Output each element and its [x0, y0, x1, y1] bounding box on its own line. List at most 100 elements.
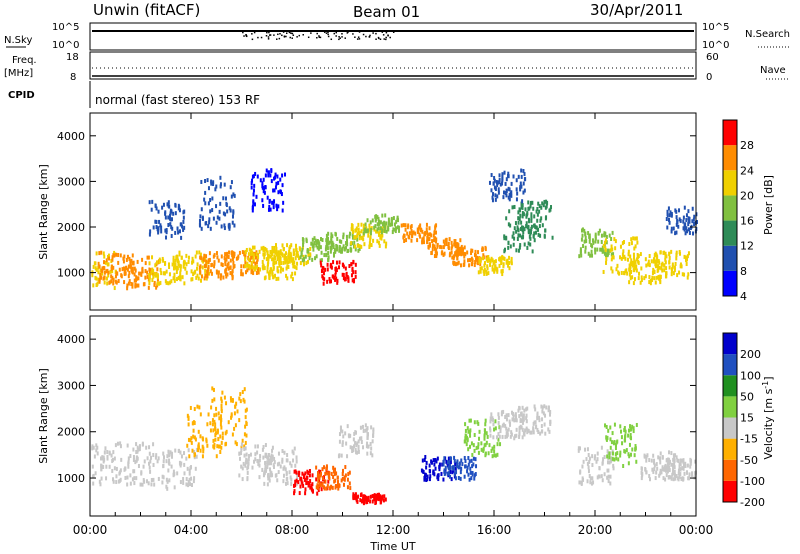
range-gate-cell — [215, 454, 218, 459]
range-gate-cell — [313, 241, 316, 246]
range-gate-cell — [387, 227, 390, 232]
range-gate-cell — [92, 445, 95, 450]
range-gate-cell — [669, 475, 672, 480]
range-gate-cell — [122, 256, 125, 261]
colorbar-segment — [723, 145, 737, 171]
range-gate-cell — [151, 199, 154, 204]
range-gate-cell — [410, 238, 413, 243]
range-gate-cell — [144, 261, 147, 266]
range-gate-cell — [350, 273, 353, 278]
range-gate-cell — [505, 188, 508, 193]
range-gate-cell — [111, 269, 114, 274]
range-gate-cell — [259, 454, 262, 459]
range-gate-cell — [410, 224, 413, 229]
range-gate-cell — [507, 263, 510, 268]
range-gate-cell — [210, 271, 213, 276]
range-gate-cell — [651, 467, 654, 472]
range-gate-cell — [330, 238, 333, 243]
range-gate-cell — [117, 260, 120, 265]
range-gate-cell — [629, 452, 632, 457]
range-gate-cell — [211, 422, 214, 427]
range-gate-cell — [151, 255, 154, 260]
range-gate-cell — [483, 434, 486, 439]
range-gate-cell — [212, 387, 215, 392]
range-gate-cell — [199, 270, 202, 275]
range-gate-cell — [526, 225, 529, 230]
range-gate-cell — [631, 447, 634, 452]
nave-tick-top: 60 — [706, 52, 719, 63]
range-gate-cell — [154, 263, 157, 268]
range-gate-cell — [610, 257, 613, 262]
range-gate-cell — [690, 471, 693, 476]
range-gate-cell — [323, 465, 326, 470]
range-gate-cell — [326, 239, 329, 244]
range-gate-cell — [262, 455, 265, 460]
range-gate-cell — [297, 256, 300, 261]
range-gate-cell — [616, 439, 619, 444]
range-gate-cell — [515, 187, 518, 192]
range-gate-cell — [305, 261, 308, 266]
range-gate-cell — [631, 275, 634, 280]
range-gate-cell — [271, 448, 274, 453]
range-gate-cell — [268, 199, 271, 204]
range-gate-cell — [190, 482, 193, 487]
range-gate-cell — [421, 237, 424, 242]
range-gate-cell — [609, 437, 612, 442]
range-gate-cell — [639, 280, 642, 285]
range-gate-cell — [438, 465, 441, 470]
range-gate-cell — [272, 262, 275, 267]
range-gate-cell — [515, 433, 518, 438]
range-gate-cell — [671, 462, 674, 467]
range-gate-cell — [256, 450, 259, 455]
range-gate-cell — [511, 234, 514, 239]
range-gate-cell — [131, 282, 134, 287]
colorbar-frame — [722, 119, 738, 297]
range-gate-cell — [492, 417, 495, 422]
range-gate-cell — [611, 456, 614, 461]
range-gate-cell — [209, 209, 212, 214]
range-gate-cell — [437, 473, 440, 478]
range-gate-cell — [509, 223, 512, 228]
range-gate-cell — [644, 257, 647, 262]
range-gate-cell — [135, 442, 138, 447]
range-gate-cell — [678, 217, 681, 222]
range-gate-cell — [272, 188, 275, 193]
range-gate-cell — [226, 253, 229, 258]
range-gate-cell — [375, 494, 378, 499]
range-gate-cell — [400, 223, 403, 228]
range-gate-cell — [493, 176, 496, 181]
range-gate-cell — [681, 466, 684, 471]
range-gate-cell — [135, 449, 138, 454]
range-gate-cell — [494, 453, 497, 458]
range-gate-cell — [542, 411, 545, 416]
range-gate-cell — [665, 473, 668, 478]
range-gate-cell — [380, 498, 383, 503]
range-gate-cell — [241, 466, 244, 471]
range-gate-cell — [101, 268, 104, 273]
range-gate-cell — [392, 227, 395, 232]
range-gate-cell — [112, 265, 115, 270]
range-gate-cell — [271, 271, 274, 276]
range-gate-cell — [370, 446, 373, 451]
range-gate-cell — [440, 471, 443, 476]
range-gate-cell — [334, 485, 337, 490]
range-gate-cell — [91, 273, 94, 278]
range-gate-cell — [460, 466, 463, 471]
range-gate-cell — [529, 200, 532, 205]
range-gate-cell — [632, 252, 635, 257]
range-gate-cell — [459, 246, 462, 251]
range-gate-cell — [325, 464, 328, 469]
range-gate-cell — [208, 271, 211, 276]
range-gate-cell — [421, 229, 424, 234]
nsky-dot — [381, 31, 384, 33]
range-gate-cell — [304, 254, 307, 259]
range-gate-cell — [293, 491, 296, 496]
range-gate-cell — [229, 396, 232, 401]
range-gate-cell — [508, 255, 511, 260]
range-gate-cell — [348, 470, 351, 475]
range-gate-cell — [384, 497, 387, 502]
range-gate-cell — [338, 248, 341, 253]
range-gate-cell — [133, 266, 136, 271]
range-gate-cell — [689, 460, 692, 465]
range-gate-cell — [354, 247, 357, 252]
